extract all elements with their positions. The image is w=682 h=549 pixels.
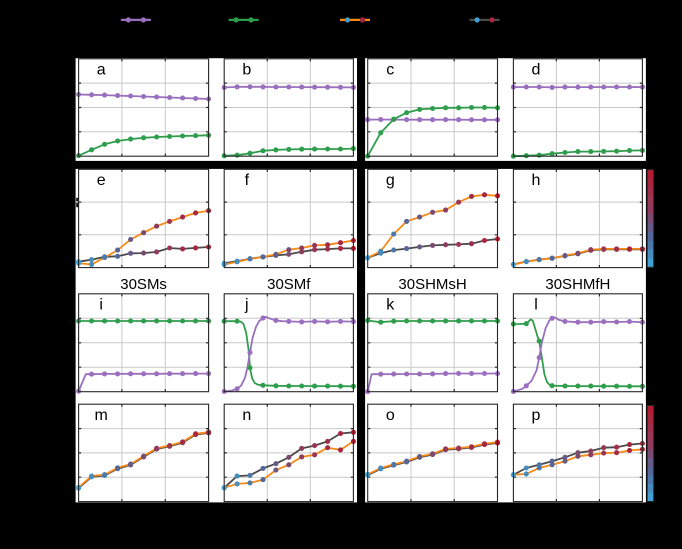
svg-text:e: e <box>97 172 106 189</box>
svg-text:n: n <box>242 407 251 424</box>
svg-text:g: g <box>386 172 395 189</box>
svg-text:o: o <box>386 407 395 424</box>
svg-text:l: l <box>534 296 538 313</box>
svg-text:m: m <box>95 407 108 424</box>
svg-text:h: h <box>532 172 541 189</box>
svg-text:30SHMsH: 30SHMsH <box>398 276 466 293</box>
svg-text:k: k <box>386 296 395 313</box>
svg-text:f: f <box>245 172 250 189</box>
svg-text:30SMs: 30SMs <box>120 276 167 293</box>
svg-text:j: j <box>244 296 249 313</box>
svg-text:b: b <box>242 61 251 78</box>
svg-text:i: i <box>99 296 103 313</box>
svg-text:p: p <box>532 407 541 424</box>
svg-text:d: d <box>532 61 541 78</box>
svg-text:a: a <box>97 61 106 78</box>
svg-text:30SHMfH: 30SHMfH <box>545 276 610 293</box>
svg-text:c: c <box>386 61 394 78</box>
svg-text:30SMf: 30SMf <box>267 276 311 293</box>
